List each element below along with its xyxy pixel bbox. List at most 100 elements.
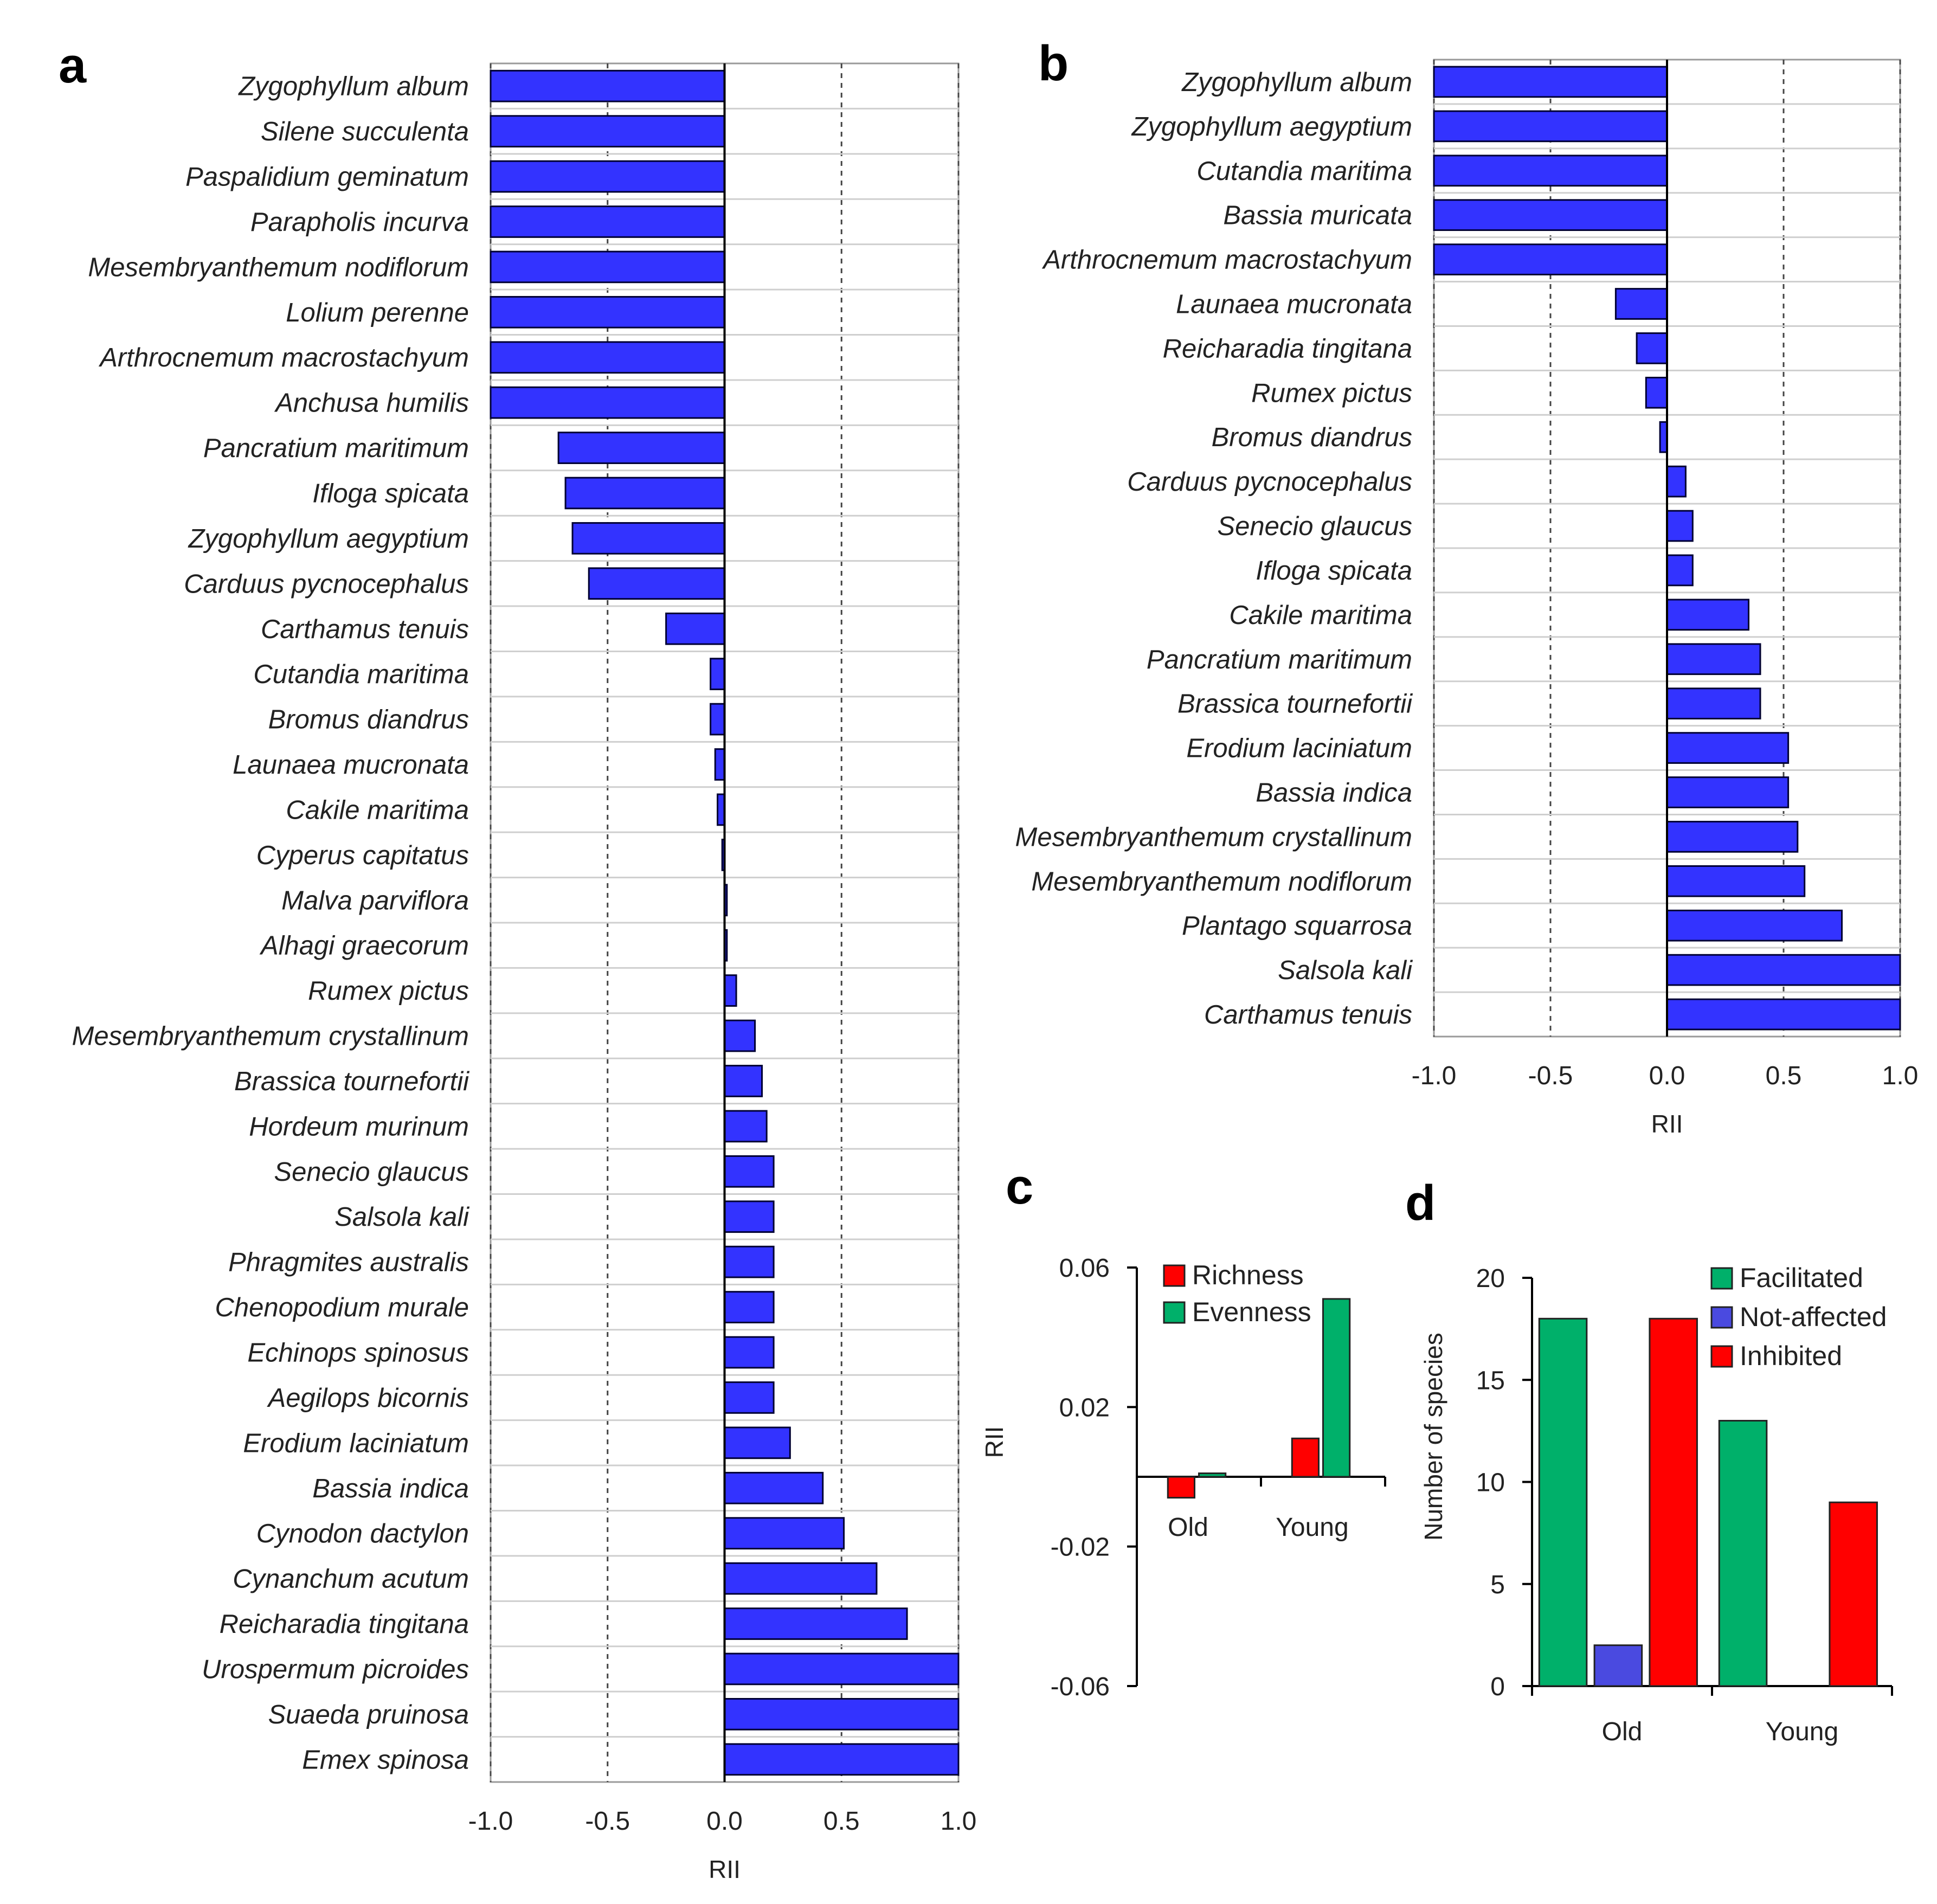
category-label: Aegilops bicornis xyxy=(267,1384,469,1413)
y-tick-label: -0.02 xyxy=(1051,1533,1110,1562)
category-label: Carduus pycnocephalus xyxy=(184,569,469,599)
category-label: Brassica tournefortii xyxy=(1177,690,1413,719)
bar-a xyxy=(490,69,725,102)
category-label: Mesembryanthemum nodiflorum xyxy=(88,253,469,282)
bar-b xyxy=(1433,66,1668,98)
category-label: Silene succulenta xyxy=(261,117,469,146)
category-label: Arthrocnemum macrostachyum xyxy=(1041,246,1412,275)
category-label: Reicharadia tingitana xyxy=(220,1610,469,1639)
bar-b xyxy=(1666,510,1694,542)
category-label: Arthrocnemum macrostachyum xyxy=(98,343,469,372)
legend-swatch xyxy=(1710,1345,1733,1368)
y-tick-label: -0.06 xyxy=(1051,1673,1110,1701)
bar-b xyxy=(1433,155,1668,187)
bar-c xyxy=(1322,1298,1351,1478)
bar-a xyxy=(724,1200,775,1233)
category-label: Launaea mucronata xyxy=(233,750,469,780)
x-tick-label: -1.0 xyxy=(1412,1062,1457,1090)
category-label: Carthamus tenuis xyxy=(261,615,469,644)
bar-a xyxy=(710,658,725,691)
bar-a xyxy=(564,477,725,510)
category-label: Bassia indica xyxy=(312,1474,469,1503)
category-label: Zygophyllum album xyxy=(238,72,469,101)
x-category-label: Young xyxy=(1766,1718,1838,1746)
category-label: Bassia muricata xyxy=(1223,201,1412,230)
category-label: Salsola kali xyxy=(1278,956,1413,985)
category-label: Emex spinosa xyxy=(302,1745,469,1774)
bar-a xyxy=(571,522,726,555)
y-tick-label: 20 xyxy=(1476,1264,1505,1293)
y-axis-title: Number of species xyxy=(1419,1333,1447,1541)
bar-a xyxy=(490,386,725,419)
category-label: Suaeda pruinosa xyxy=(268,1700,469,1729)
bar-a xyxy=(588,567,725,600)
bar-b xyxy=(1666,998,1901,1031)
bar-a xyxy=(724,1517,845,1550)
category-label: Salsola kali xyxy=(334,1202,469,1232)
bar-c xyxy=(1291,1437,1320,1478)
panel-a-chart: Zygophyllum album Silene succulenta Paspal… xyxy=(72,62,977,1883)
x-tick-label: 0.0 xyxy=(706,1807,743,1836)
category-label: Cutandia maritima xyxy=(1196,157,1412,186)
category-label: Brassica tournefortii xyxy=(234,1067,469,1096)
legend-label: Evenness xyxy=(1192,1297,1311,1327)
bar-a xyxy=(724,974,737,1007)
bar-d xyxy=(1829,1501,1878,1687)
bar-d xyxy=(1649,1317,1698,1687)
category-label: Ifloga spicata xyxy=(1256,556,1412,586)
bar-a xyxy=(724,1336,775,1369)
category-label: Mesembryanthemum crystallinum xyxy=(72,1022,469,1051)
y-tick-label: 5 xyxy=(1490,1571,1505,1599)
category-label: Ifloga spicata xyxy=(312,479,469,509)
category-label: Zygophyllum aegyptium xyxy=(1131,112,1412,141)
panel-c-chart: 0.06 0.02 -0.02 -0.06 Old Young RII Richness Eve… xyxy=(980,1254,1386,1701)
bar-a xyxy=(490,295,725,329)
bar-c xyxy=(1167,1476,1195,1499)
bar-b xyxy=(1433,199,1668,231)
category-label: Cynodon dactylon xyxy=(256,1519,469,1548)
y-tick-label: 10 xyxy=(1476,1469,1505,1497)
x-tick-label: 0.0 xyxy=(1649,1062,1685,1090)
x-tick-label: 0.5 xyxy=(823,1807,860,1836)
category-label: Pancratium maritimum xyxy=(1147,645,1412,674)
bar-b xyxy=(1666,776,1790,808)
y-tick-label: 0 xyxy=(1490,1673,1505,1701)
legend-swatch xyxy=(1163,1264,1186,1287)
bar-b xyxy=(1666,909,1843,942)
category-label: Senecio glaucus xyxy=(274,1157,469,1187)
bar-b xyxy=(1666,865,1806,897)
bar-a xyxy=(724,1743,960,1776)
bar-a xyxy=(724,1065,763,1097)
bar-b xyxy=(1636,332,1668,364)
category-label: Paspalidium geminatum xyxy=(185,163,469,192)
panel-letter-d: d xyxy=(1405,1175,1436,1231)
bar-d xyxy=(1593,1644,1643,1687)
bar-b xyxy=(1433,243,1668,275)
y-tick-label: 0.06 xyxy=(1059,1254,1110,1283)
category-label: Cynanchum acutum xyxy=(233,1565,469,1594)
bar-a xyxy=(665,612,725,645)
category-label: Zygophyllum album xyxy=(1181,68,1412,97)
category-label: Carthamus tenuis xyxy=(1204,1000,1412,1030)
bar-a xyxy=(724,1652,960,1686)
panel-d-chart: 20 15 10 5 0 Old Young Number of species Facilit… xyxy=(1419,1263,1893,1746)
x-tick-label: 1.0 xyxy=(941,1807,977,1836)
bar-a xyxy=(710,703,725,736)
bar-a xyxy=(724,1110,768,1143)
category-label: Bassia indica xyxy=(1256,779,1412,808)
bar-a xyxy=(714,748,725,781)
x-axis-title: RII xyxy=(1651,1110,1683,1138)
y-axis-title: RII xyxy=(980,1426,1008,1458)
category-label: Anchusa humilis xyxy=(274,389,469,418)
bar-b xyxy=(1666,687,1761,720)
legend-swatch xyxy=(1710,1267,1733,1290)
category-label: Zygophyllum aegyptium xyxy=(188,524,469,554)
y-tick-label: 15 xyxy=(1476,1366,1505,1395)
x-tick-label: -1.0 xyxy=(468,1807,513,1836)
y-tick-label: 0.02 xyxy=(1059,1393,1110,1422)
bar-d xyxy=(1538,1317,1588,1687)
category-label: Mesembryanthemum crystallinum xyxy=(1015,822,1413,852)
category-label: Senecio glaucus xyxy=(1217,512,1412,541)
bar-b xyxy=(1666,732,1790,764)
